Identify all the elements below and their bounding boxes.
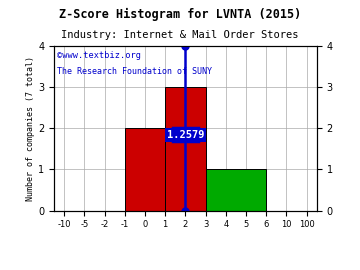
Bar bbox=[206, 170, 266, 211]
Text: Z-Score Histogram for LVNTA (2015): Z-Score Histogram for LVNTA (2015) bbox=[59, 8, 301, 21]
Bar bbox=[125, 128, 165, 211]
Text: Industry: Internet & Mail Order Stores: Industry: Internet & Mail Order Stores bbox=[61, 30, 299, 40]
Bar bbox=[165, 87, 206, 211]
Y-axis label: Number of companies (7 total): Number of companies (7 total) bbox=[26, 56, 35, 201]
Text: The Research Foundation of SUNY: The Research Foundation of SUNY bbox=[57, 67, 212, 76]
Text: 1.2579: 1.2579 bbox=[167, 130, 204, 140]
Text: ©www.textbiz.org: ©www.textbiz.org bbox=[57, 51, 141, 60]
